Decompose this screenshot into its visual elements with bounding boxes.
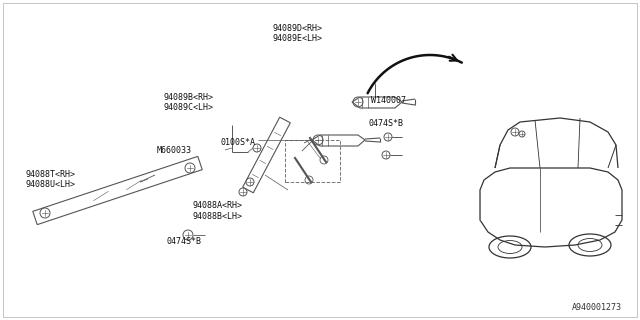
Text: 0474S*B: 0474S*B: [166, 237, 202, 246]
Text: 94089D<RH>
94089E<LH>: 94089D<RH> 94089E<LH>: [272, 24, 322, 43]
Text: 94089B<RH>
94089C<LH>: 94089B<RH> 94089C<LH>: [163, 93, 213, 112]
Text: A940001273: A940001273: [572, 303, 622, 312]
Text: M660033: M660033: [157, 146, 192, 155]
Bar: [285, 140, 340, 182]
Text: 0100S*A: 0100S*A: [221, 138, 256, 147]
Text: W140007: W140007: [371, 96, 406, 105]
Text: 94088T<RH>
94088U<LH>: 94088T<RH> 94088U<LH>: [26, 170, 76, 189]
Text: 0474S*B: 0474S*B: [368, 119, 403, 128]
Text: 94088A<RH>
94088B<LH>: 94088A<RH> 94088B<LH>: [192, 202, 242, 221]
